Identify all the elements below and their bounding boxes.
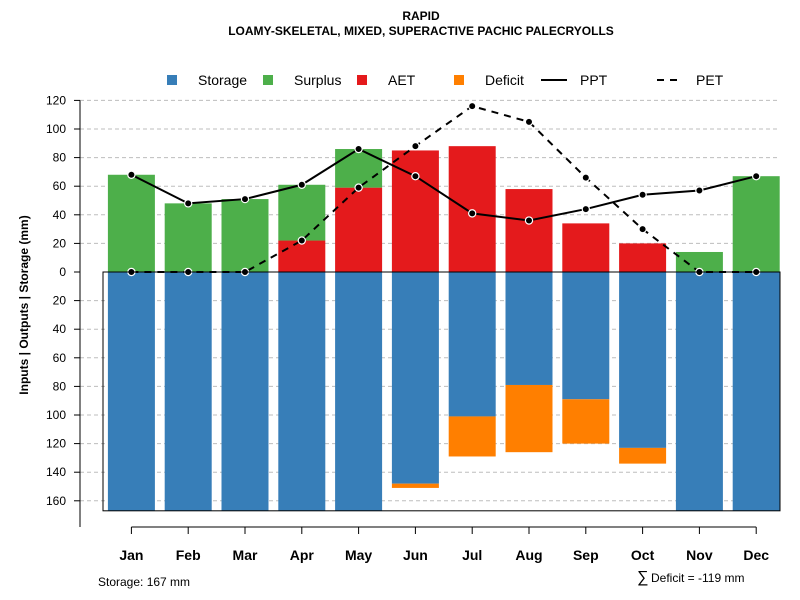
pet-point [638,224,647,234]
legend-label-ppt: PPT [580,72,608,88]
bar-aet [391,150,439,272]
ppt-point [524,216,534,225]
legend-label-storage: Storage [198,72,247,88]
bar-storage [391,272,439,484]
bar-deficit [505,384,553,453]
bar-deficit [391,483,439,488]
deficit-annotation: Deficit = -119 mm [651,571,744,585]
bar-storage [448,272,496,417]
legend-marker-deficit [454,75,464,85]
y-tick-label: 100 [46,408,66,422]
x-tick-label: Jul [462,547,482,563]
y-tick-label: 20 [53,294,67,308]
sigma-symbol: ∑ [637,569,648,586]
bar-storage [619,272,667,448]
x-tick-label: May [345,547,372,563]
y-tick-label: 80 [53,151,67,165]
y-tick-label: 80 [53,379,67,393]
bar-deficit [562,399,610,444]
y-tick-label: 120 [46,437,66,451]
y-tick-label: 0 [59,265,66,279]
y-tick-label: 40 [53,322,67,336]
bar-storage [505,272,553,385]
y-tick-label: 60 [53,351,67,365]
chart-title: RAPID [402,9,440,23]
x-tick-label: Oct [631,547,655,563]
y-tick-label: 120 [46,93,66,107]
y-tick-label: 20 [53,236,67,250]
y-tick-label: 60 [53,179,67,193]
bar-deficit [448,416,496,457]
ppt-point [581,204,591,214]
bar-surplus [107,174,155,272]
bar-storage [335,272,383,511]
x-tick-label: Apr [290,547,315,563]
bar-storage [278,272,326,511]
legend-label-surplus: Surplus [294,72,341,88]
ppt-point [752,171,761,181]
ppt-point [183,199,193,208]
pet-point [297,236,306,245]
ppt-point [638,190,647,199]
y-tick-label: 100 [46,122,66,136]
axes: 120 100 80 60 40 20 0 20 40 60 80 100 120 140 160 Jan Fe… [46,93,781,563]
bar-surplus [335,149,383,188]
ppt-point [411,171,420,181]
bar-storage [164,272,212,511]
bar-aet [335,187,383,272]
x-tick-label: Jun [403,547,428,563]
bar-aet [448,146,496,272]
legend-label-pet: PET [696,72,724,88]
legend-label-deficit: Deficit [485,72,524,88]
y-tick-label: 160 [46,494,66,508]
bar-series [107,146,780,511]
bar-surplus [221,199,269,272]
bar-surplus [164,203,212,272]
legend-marker-aet [357,75,367,85]
bar-storage [107,272,155,511]
x-tick-label: Aug [515,547,542,563]
bar-surplus [278,184,326,241]
x-tick-label: Mar [233,547,258,563]
y-tick-label: 140 [46,465,66,479]
bar-aet [562,223,610,272]
x-tick-label: Jan [119,547,143,563]
bar-storage [562,272,610,400]
pet-point [524,117,534,127]
storage-frame [102,271,781,512]
bar-surplus [732,176,780,272]
bar-storage [221,272,269,511]
x-tick-label: Sep [573,547,599,563]
pet-point [354,183,363,192]
ppt-line [130,147,757,222]
ppt-point [240,194,250,204]
y-tick-label: 40 [53,208,67,222]
bar-storage [732,272,780,511]
pet-point [581,173,591,182]
bar-aet [278,240,326,272]
bar-aet [505,189,553,272]
pet-point [411,141,420,151]
bar-surplus [675,251,723,272]
x-tick-label: Dec [743,547,769,563]
bar-storage [675,272,723,511]
ppt-point [468,209,477,218]
legend-marker-storage [167,75,177,85]
bar-deficit [619,447,667,464]
chart-legend: Storage Surplus AET Deficit PPT PET [167,72,724,88]
ppt-point [354,144,363,154]
y-axis-label: Inputs | Outputs | Storage (mm) [17,215,31,394]
bar-aet [619,243,667,272]
storage-annotation: Storage: 167 mm [98,575,190,589]
chart-subtitle: LOAMY-SKELETAL, MIXED, SUPERACTIVE PACHI… [228,24,614,38]
pet-point [468,101,477,111]
legend-label-aet: AET [388,72,416,88]
legend-marker-surplus [263,75,273,85]
ppt-point [297,180,306,189]
ppt-point [695,186,704,195]
x-tick-label: Feb [176,547,201,563]
ppt-point [127,170,136,179]
x-tick-label: Nov [686,547,713,563]
